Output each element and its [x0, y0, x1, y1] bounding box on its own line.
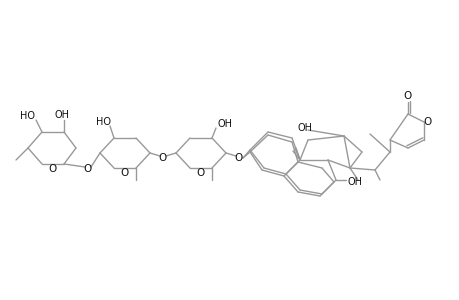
Text: OH: OH	[347, 177, 362, 187]
Text: O: O	[49, 164, 57, 174]
Text: O: O	[84, 164, 92, 174]
Text: O: O	[235, 153, 243, 163]
Text: O: O	[403, 91, 411, 101]
Text: O: O	[196, 168, 205, 178]
Text: OH: OH	[297, 123, 312, 133]
Text: O: O	[121, 168, 129, 178]
Text: OH: OH	[54, 110, 69, 120]
Text: O: O	[158, 153, 167, 163]
Text: HO: HO	[21, 111, 35, 121]
Text: OH: OH	[218, 119, 233, 129]
Text: HO: HO	[96, 117, 111, 127]
Text: O: O	[423, 117, 431, 127]
